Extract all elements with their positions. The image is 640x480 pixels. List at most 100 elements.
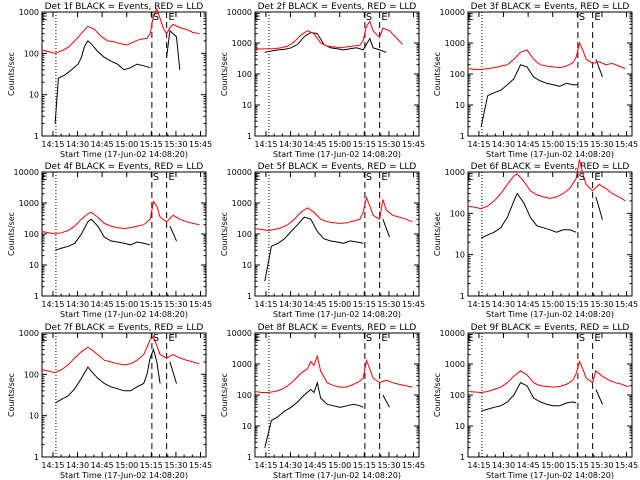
time-marker-label: S [579, 172, 585, 183]
panel-title: Det 5f BLACK = Events, RED = LLD [258, 162, 417, 172]
x-tick-label: 14:30 [492, 140, 515, 149]
x-tick-label: 15:00 [328, 140, 351, 149]
y-tick-label: 10 [29, 261, 39, 270]
events-series-line [54, 29, 181, 124]
time-marker-label: E [168, 333, 174, 344]
x-tick-label: 15:15 [140, 461, 163, 470]
y-tick-label: 1000 [19, 199, 39, 208]
y-tick-label: 1 [247, 292, 252, 301]
panel-title: Det 7f BLACK = Events, RED = LLD [45, 323, 204, 333]
x-tick-label: 14:15 [254, 461, 277, 470]
y-axis-label: Counts/sec [7, 373, 16, 417]
x-tick-label: 15:30 [164, 461, 187, 470]
time-marker-label: E [381, 12, 387, 23]
x-axis: 14:15 14:30 14:45 15:00 15:15 15:30 15:45 [254, 172, 425, 309]
y-axis: 1 10 100 1000 10000 [440, 329, 632, 462]
x-axis: 14:15 14:30 14:45 15:00 15:15 15:30 15:45 [41, 333, 212, 470]
x-axis: 14:15 14:30 14:45 15:00 15:15 15:30 15:45 [254, 12, 425, 149]
x-tick-label: 14:15 [254, 140, 277, 149]
time-marker-label: E [467, 333, 473, 344]
panel-det-7: Det 7f BLACK = Events, RED = LLD 1 10 100 10… [7, 323, 212, 480]
time-marker-label: E [594, 333, 600, 344]
panel-title: Det 1f BLACK = Events, RED = LLD [45, 2, 204, 12]
x-tick-label: 15:45 [402, 140, 425, 149]
y-axis: 1 10 100 1000 [19, 329, 206, 462]
y-tick-label: 100 [237, 391, 252, 400]
y-tick-label: 10000 [227, 168, 252, 177]
x-axis: 14:15 14:30 14:45 15:00 15:15 15:30 15:45 [467, 333, 638, 470]
x-tick-label: 15:30 [164, 300, 187, 309]
y-tick-label: 1 [34, 132, 39, 141]
x-tick-label: 14:30 [492, 300, 515, 309]
x-tick-label: 15:00 [328, 300, 351, 309]
panel-title: Det 6f BLACK = Events, RED = LLD [471, 162, 630, 172]
y-tick-label: 1000 [445, 360, 465, 369]
time-marker-label: E [594, 12, 600, 23]
x-tick-label: 15:30 [377, 300, 400, 309]
x-tick-label: 15:15 [353, 461, 376, 470]
time-marker-label: S [366, 333, 372, 344]
x-tick-label: 15:00 [541, 140, 564, 149]
y-tick-label: 1 [34, 453, 39, 462]
y-tick-label: 10000 [227, 329, 252, 338]
events-series-line [264, 380, 390, 448]
x-tick-label: 15:30 [590, 461, 613, 470]
panel-det-4: Det 4f BLACK = Events, RED = LLD 1 10 100 10… [7, 162, 212, 319]
x-axis: 14:15 14:30 14:45 15:00 15:15 15:30 15:45 [467, 12, 638, 149]
x-tick-label: 14:15 [467, 300, 490, 309]
x-tick-label: 14:30 [492, 461, 515, 470]
x-tick-label: 14:15 [41, 140, 64, 149]
x-tick-label: 14:15 [41, 300, 64, 309]
y-axis-label: Counts/sec [220, 52, 229, 96]
x-axis: 14:15 14:30 14:45 15:00 15:15 15:30 15:45 [254, 333, 425, 470]
time-marker-label: E [467, 172, 473, 183]
x-tick-label: 15:45 [402, 300, 425, 309]
time-marker-label: E [594, 172, 600, 183]
x-tick-label: 15:45 [402, 461, 425, 470]
plot-frame [467, 171, 633, 297]
y-tick-label: 1 [460, 292, 465, 301]
x-tick-label: 15:45 [189, 140, 212, 149]
events-series-line [54, 347, 177, 404]
x-axis: 14:15 14:30 14:45 15:00 15:15 15:30 15:45 [41, 12, 212, 149]
x-tick-label: 14:15 [467, 461, 490, 470]
x-tick-label: 14:30 [279, 140, 302, 149]
y-tick-label: 1 [34, 292, 39, 301]
x-tick-label: 14:45 [304, 461, 327, 470]
x-tick-label: 14:30 [66, 300, 89, 309]
x-tick-label: 14:45 [304, 300, 327, 309]
x-tick-label: 14:30 [279, 300, 302, 309]
time-marker-label: S [153, 172, 159, 183]
time-marker-label: S [366, 12, 372, 23]
x-tick-label: 14:15 [467, 140, 490, 149]
y-axis-label: Counts/sec [7, 212, 16, 256]
y-tick-label: 10000 [14, 168, 39, 177]
y-tick-label: 1 [460, 132, 465, 141]
y-axis: 1 10 100 1000 10000 [440, 8, 632, 141]
lld-series-line [254, 354, 413, 393]
x-tick-label: 15:00 [115, 461, 138, 470]
x-tick-label: 14:45 [304, 140, 327, 149]
x-tick-label: 14:45 [517, 140, 540, 149]
x-tick-label: 15:00 [115, 140, 138, 149]
y-tick-label: 1 [247, 453, 252, 462]
x-tick-label: 15:15 [353, 140, 376, 149]
x-tick-label: 15:15 [353, 300, 376, 309]
x-tick-label: 15:00 [328, 461, 351, 470]
lld-series-line [467, 41, 626, 70]
x-axis-label: Start Time (17-Jun-02 14:08:20) [273, 471, 401, 480]
y-tick-label: 1000 [232, 360, 252, 369]
x-axis-label: Start Time (17-Jun-02 14:08:20) [273, 150, 401, 159]
y-axis: 1 10 100 1000 [19, 8, 206, 141]
x-tick-label: 15:15 [566, 140, 589, 149]
events-series-line [264, 216, 390, 282]
time-marker-label: S [579, 12, 585, 23]
y-axis: 1 10 100 1000 10000 [227, 8, 419, 141]
x-axis-label: Start Time (17-Jun-02 14:08:20) [60, 310, 188, 319]
y-tick-label: 100 [450, 209, 465, 218]
x-tick-label: 15:15 [566, 300, 589, 309]
time-marker-label: E [41, 333, 47, 344]
time-marker-label: S [153, 333, 159, 344]
plot-frame [41, 332, 207, 458]
panel-title: Det 4f BLACK = Events, RED = LLD [45, 162, 204, 172]
